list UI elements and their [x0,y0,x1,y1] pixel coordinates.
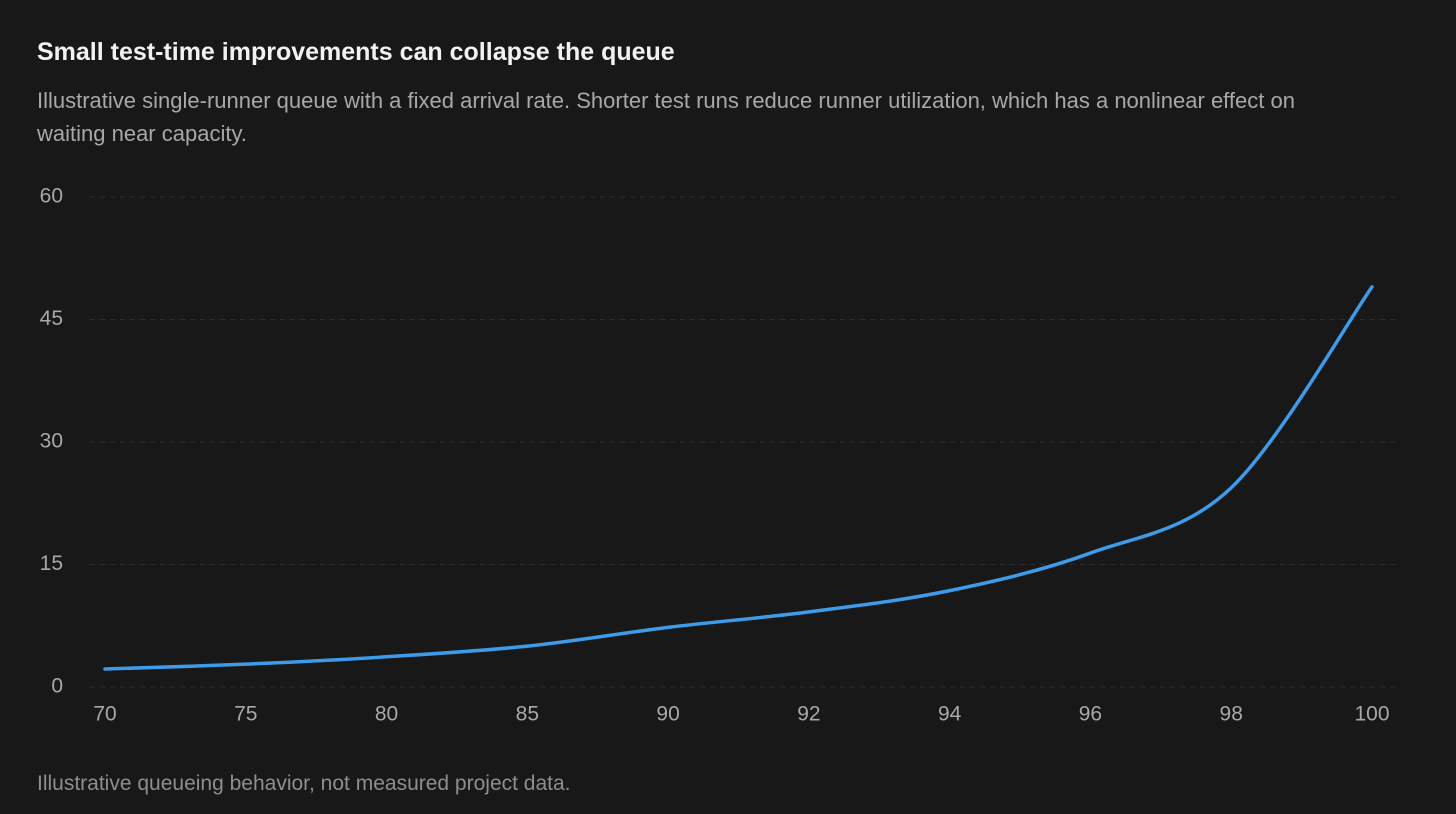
y-tick-label: 45 [40,307,63,330]
y-tick-label: 15 [40,552,63,575]
x-tick-label: 94 [938,703,962,726]
x-tick-label: 80 [375,703,398,726]
footnote: Illustrative queueing behavior, not meas… [37,772,571,795]
x-tick-label: 75 [234,703,257,726]
x-tick-label: 92 [797,703,820,726]
x-tick-label: 96 [1079,703,1102,726]
x-tick-label: 85 [516,703,539,726]
chart-subtitle: Illustrative single-runner queue with a … [37,88,1295,146]
x-tick-label: 100 [1354,703,1389,726]
x-tick-label: 70 [93,703,116,726]
y-tick-label: 60 [40,185,63,208]
y-tick-label: 0 [51,675,63,698]
x-tick-label: 90 [656,703,679,726]
x-tick-label: 98 [1220,703,1243,726]
y-tick-label: 30 [40,430,63,453]
chart-title: Small test-time improvements can collaps… [37,38,675,66]
line-series [103,285,1374,671]
